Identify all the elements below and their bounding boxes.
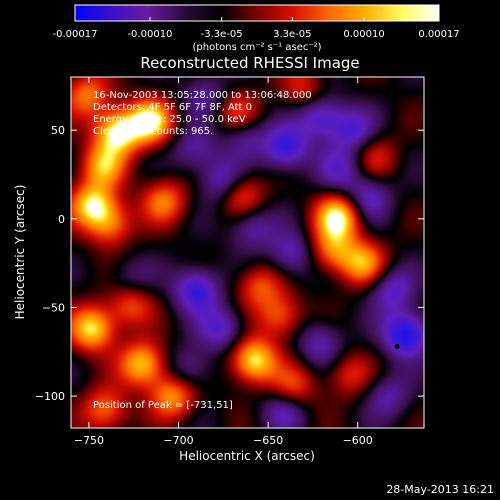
colorbar-tick-label: -0.00010 [127,29,172,40]
plot-frame [70,76,425,429]
x-axis-tick-label: −650 [253,434,283,447]
annotation-detectors: Detectors: 4F 5F 6F 7F 8F, Att 0 [93,102,252,113]
y-axis-tick-label: 50 [51,124,65,137]
x-axis-tick-label: −750 [74,434,104,447]
plot-timestamp: 28-May-2013 16:21 [386,483,494,496]
colorbar-units: (photons cm⁻² s⁻¹ asec⁻²) [192,42,321,53]
heatmap-image [71,77,424,428]
x-axis-tick-label: −600 [343,434,373,447]
y-axis-tick-label: −50 [42,301,65,314]
annotation-energy-range: Energy Range: 25.0 - 50.0 keV [93,114,246,125]
annotation-time-range: 16-Nov-2003 13:05:28.000 to 13:06:48.000 [93,90,312,101]
y-axis-ticks: −100 −50 0 50 [35,124,424,403]
x-axis-label: Heliocentric X (arcsec) [179,449,315,463]
y-axis-tick-label: −100 [35,390,65,403]
annotation-total-counts: Clean Total counts: 965. [93,126,213,137]
y-axis-label: Heliocentric Y (arcsec) [13,185,27,320]
annotation-peak-position: Position of Peak = [-731,51] [93,400,233,411]
chart-title: Reconstructed RHESSI Image [140,54,359,72]
colorbar-tick-label: 0.00010 [343,29,384,40]
y-axis-tick-label: 0 [58,213,65,226]
colorbar [74,4,440,22]
colorbar-tick-label: 3.3e-05 [273,29,311,40]
colorbar-tick-label: -0.00017 [53,29,98,40]
peak-marker [394,343,400,349]
colorbar-tick-label: -3.3e-05 [201,29,243,40]
colorbar-ticks [74,17,440,21]
x-axis-tick-label: −700 [163,434,193,447]
colorbar-tick-labels: -0.00017 -0.00010 -3.3e-05 3.3e-05 0.00010 0.… [53,29,460,40]
colorbar-tick-label: 0.00017 [418,29,459,40]
x-axis-ticks: −750 −700 −650 −600 [74,77,373,447]
